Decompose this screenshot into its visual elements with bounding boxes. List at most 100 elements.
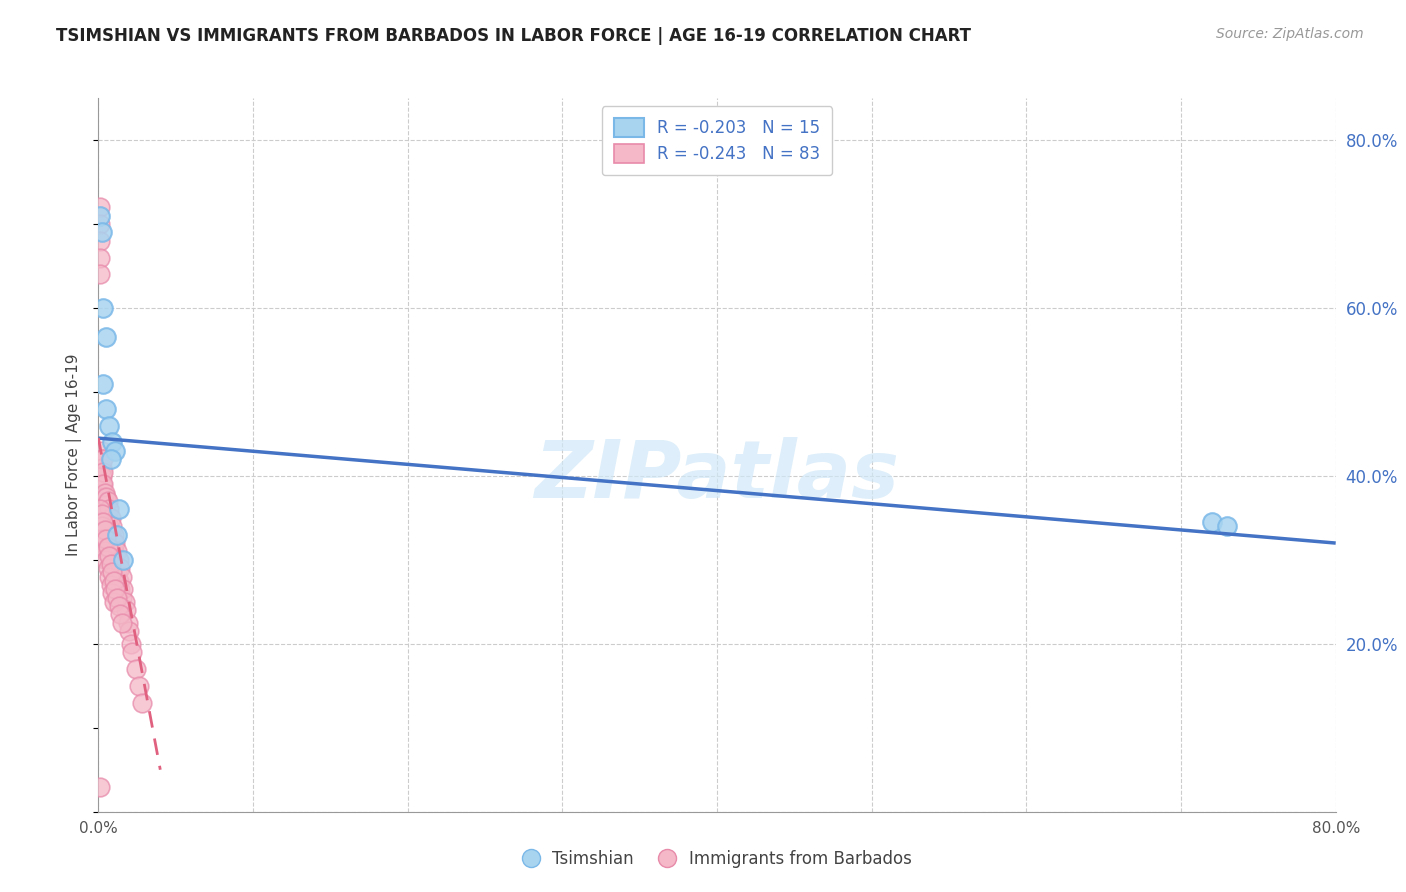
Point [107,574,129,588]
Point [1201,515,1223,529]
Point [104,443,127,458]
Point [97,541,120,555]
Point [115,603,138,617]
Point [90,460,112,475]
Point [89,209,111,223]
Point [104,557,127,571]
Point [101,586,124,600]
Point [104,536,127,550]
Point [91,477,114,491]
Point [100,557,122,571]
Point [101,541,124,555]
Text: Source: ZipAtlas.com: Source: ZipAtlas.com [1216,27,1364,41]
Point [89,502,111,516]
Point [91,515,114,529]
Point [100,527,122,541]
Point [89,527,111,541]
Point [98,502,121,516]
Point [89,234,111,248]
Point [93,524,115,538]
Point [107,553,129,567]
Point [90,469,112,483]
Point [90,452,112,467]
Point [101,519,124,533]
Point [98,519,121,533]
Text: ZIPatlas: ZIPatlas [534,437,900,516]
Point [97,527,120,541]
Point [114,595,136,609]
Point [90,477,112,491]
Point [101,435,124,450]
Point [89,251,111,265]
Point [98,536,121,550]
Point [100,578,122,592]
Point [108,561,131,575]
Point [103,595,125,609]
Point [120,637,142,651]
Point [96,553,118,567]
Point [90,443,112,458]
Point [100,544,122,558]
Point [111,569,134,583]
Point [98,549,121,563]
Point [89,217,111,231]
Point [89,200,111,214]
Point [96,532,118,546]
Point [90,519,112,533]
Point [90,226,112,240]
Point [96,507,118,521]
Point [91,376,114,391]
Point [100,511,122,525]
Point [111,591,134,605]
Point [90,536,112,550]
Point [112,582,135,597]
Point [101,566,124,580]
Point [108,582,131,597]
Point [128,679,150,693]
Point [100,452,122,467]
Point [89,268,111,282]
Point [111,615,134,630]
Legend: Tsimshian, Immigrants from Barbados: Tsimshian, Immigrants from Barbados [516,844,918,875]
Point [107,502,129,516]
Point [96,524,118,538]
Point [96,490,118,504]
Point [98,418,121,433]
Point [97,511,120,525]
Point [96,401,118,416]
Y-axis label: In Labor Force | Age 16-19: In Labor Force | Age 16-19 [66,353,83,557]
Point [1216,519,1239,533]
Point [131,696,153,710]
Point [93,498,115,512]
Point [103,544,125,558]
Point [89,515,111,529]
Point [105,527,128,541]
Point [105,544,128,558]
Point [97,494,120,508]
Point [117,615,139,630]
Point [112,553,135,567]
Point [91,490,114,504]
Point [96,330,118,344]
Point [89,780,111,794]
Point [108,607,131,622]
Point [107,599,129,613]
Point [104,582,127,597]
Point [93,485,115,500]
Point [103,561,125,575]
Point [103,527,125,541]
Point [105,591,128,605]
Text: TSIMSHIAN VS IMMIGRANTS FROM BARBADOS IN LABOR FORCE | AGE 16-19 CORRELATION CHA: TSIMSHIAN VS IMMIGRANTS FROM BARBADOS IN… [56,27,972,45]
Point [89,541,111,555]
Point [93,511,115,525]
Point [91,452,114,467]
Point [93,544,115,558]
Point [98,569,121,583]
Point [97,561,120,575]
Point [91,465,114,479]
Point [91,301,114,315]
Point [91,532,114,546]
Point [103,574,125,588]
Point [121,645,143,659]
Point [118,624,141,639]
